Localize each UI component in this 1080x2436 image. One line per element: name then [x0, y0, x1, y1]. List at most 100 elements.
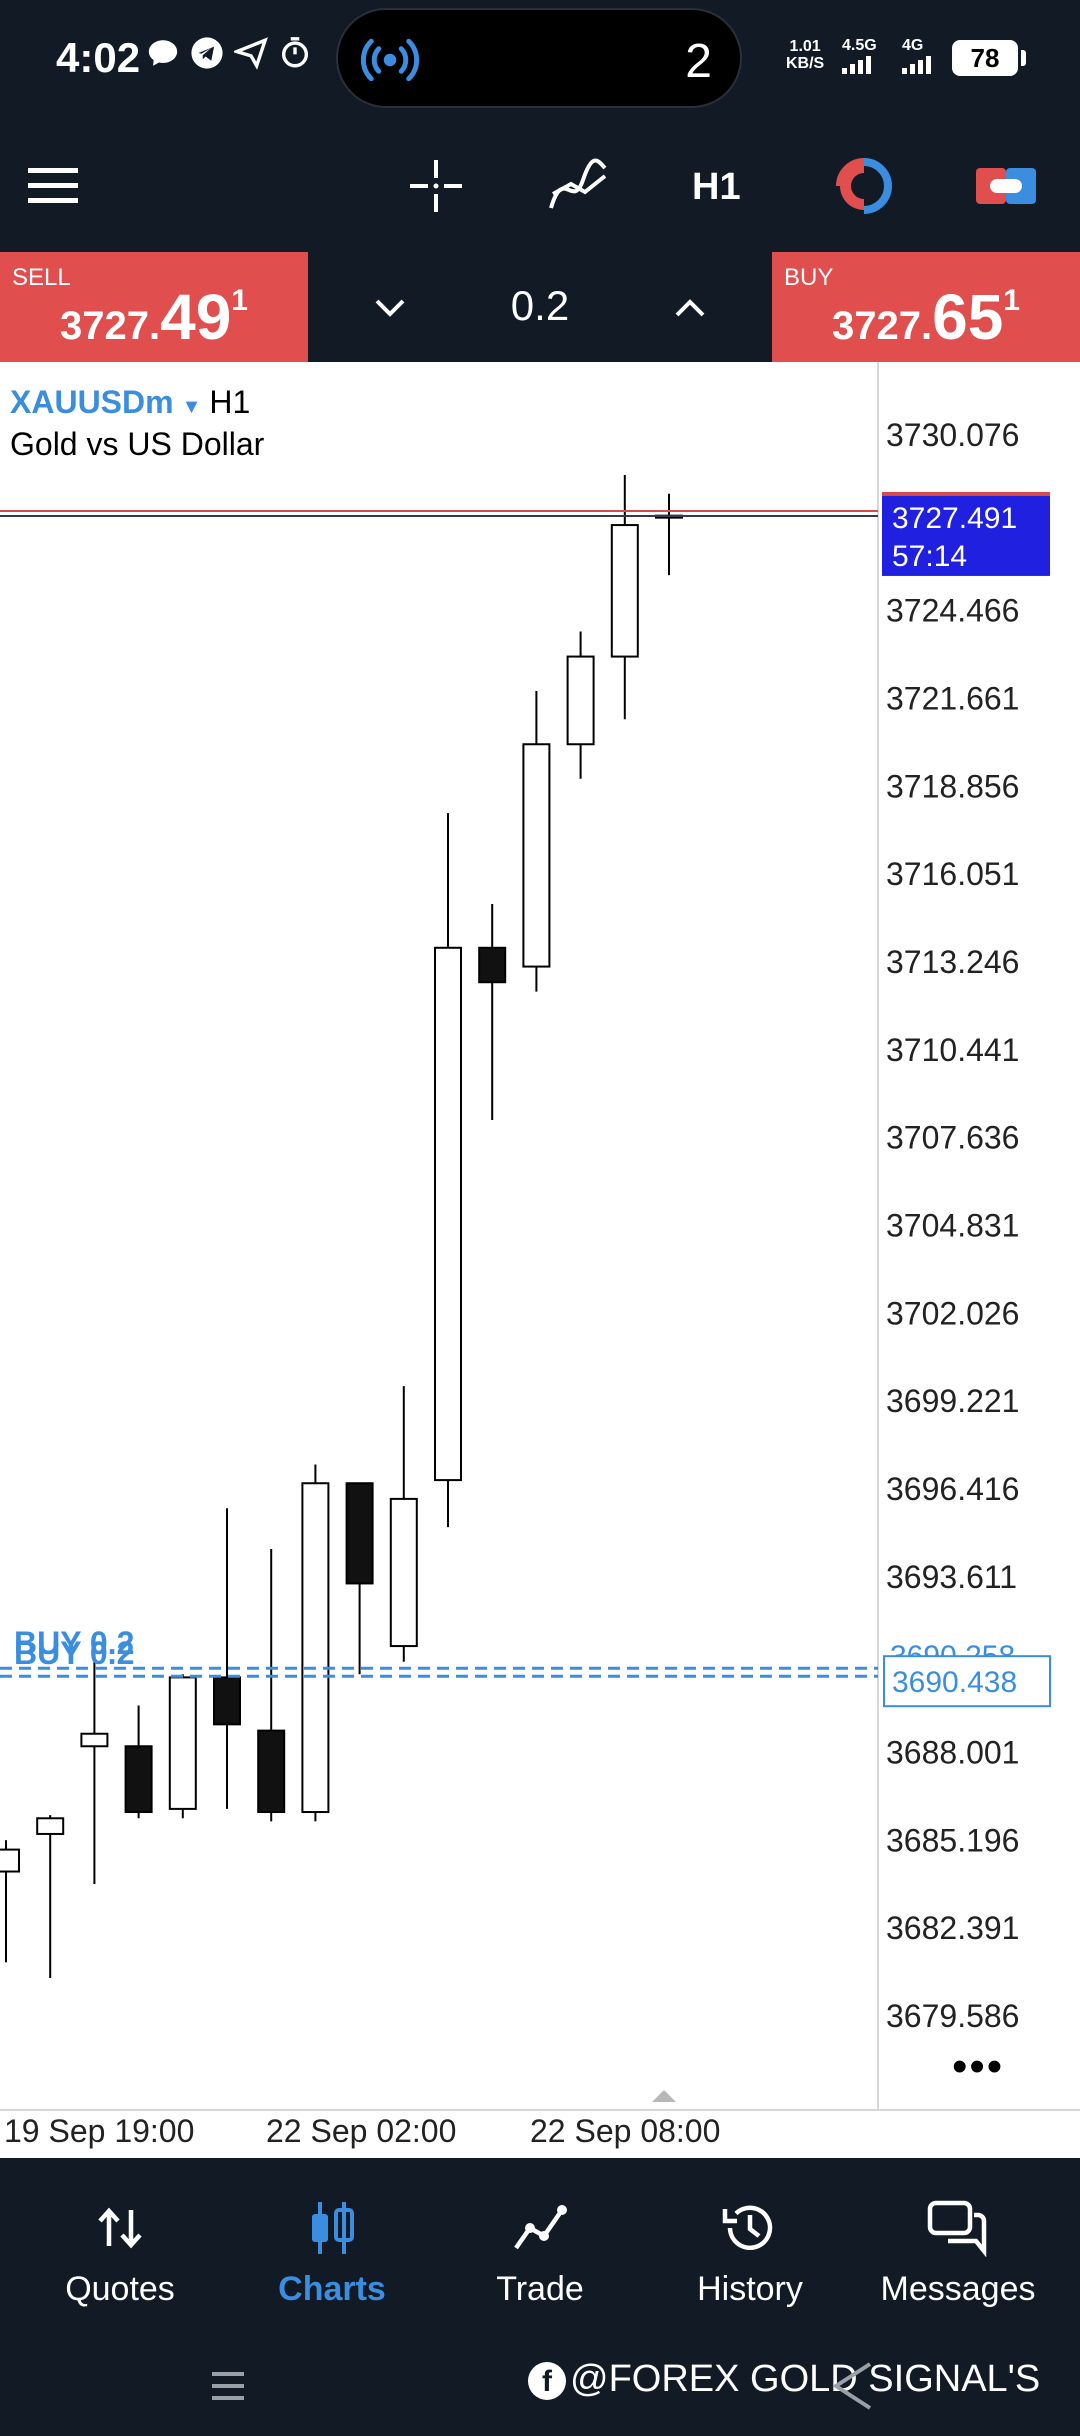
price-tick-label: 3679.586: [886, 1998, 1019, 2034]
chevron-down-icon: [375, 299, 405, 317]
one-click-trading-icon[interactable]: [828, 150, 900, 222]
ask-marker: [882, 491, 1050, 496]
bottom-navigation: Quotes Charts Trade History Messages: [0, 2158, 1080, 2338]
trade-icon: [514, 2205, 567, 2250]
nav-quotes-label: Quotes: [65, 2270, 175, 2308]
position-price-value: 3690.438: [892, 1666, 1017, 1699]
crosshair-icon[interactable]: [400, 150, 472, 222]
candle-bullish: [566, 655, 595, 746]
current-price-label-bg: [882, 493, 1050, 576]
signal-1: 4.5G: [842, 38, 880, 78]
sell-label: SELL: [12, 264, 71, 291]
sell-price-sup: 1: [231, 284, 248, 317]
price-tick-label: 3696.416: [886, 1471, 1019, 1507]
candle-bearish: [345, 1482, 374, 1585]
scroll-handle: [652, 2090, 676, 2102]
net-speed-unit: KB/S: [786, 55, 825, 72]
price-tick-label: 3721.661: [886, 681, 1019, 717]
nav-history-label: History: [697, 2270, 803, 2308]
candle-bearish: [478, 946, 507, 984]
candle-bullish: [80, 1732, 109, 1748]
battery-indicator: 78: [952, 40, 1026, 76]
status-bar: 4:02 2 1.01 KB/S 4.5G 4G 78: [0, 0, 1080, 120]
chat-bubble-icon: [148, 40, 178, 66]
nav-charts[interactable]: Charts: [232, 2198, 432, 2309]
time-tick-label: 22 Sep 02:00: [266, 2113, 456, 2149]
network-speed: 1.01 KB/S: [786, 38, 824, 72]
bar-countdown: 57:14: [892, 540, 967, 573]
telegram-icon: [191, 37, 223, 69]
symbol-dropdown-icon[interactable]: ▼: [181, 396, 202, 418]
dynamic-island[interactable]: 2: [336, 8, 742, 108]
current-price-value: 3727.491: [892, 502, 1017, 535]
candle-bullish: [610, 524, 639, 658]
more-options-icon[interactable]: •••: [952, 2042, 1005, 2091]
buy-price-sup: 1: [1003, 284, 1020, 317]
status-time: 4:02: [56, 34, 141, 81]
candle-bullish: [522, 743, 551, 968]
menu-icon[interactable]: [18, 150, 90, 222]
candle-bearish: [213, 1676, 241, 1726]
trade-panel-toggle-icon[interactable]: [970, 150, 1042, 222]
back-icon[interactable]: [830, 2360, 876, 2412]
sell-price-big: 49: [160, 281, 232, 353]
symbol-timeframe: H1: [209, 384, 251, 420]
system-navigation-bar: f @FOREX GOLD SIGNAL'S: [0, 2338, 1080, 2436]
price-tick-label: 3688.001: [886, 1735, 1019, 1771]
quotes-icon: [98, 2207, 142, 2249]
indicators-icon[interactable]: [542, 150, 614, 222]
broadcast-icon: [360, 38, 420, 82]
sell-price-main: 3727.: [60, 304, 161, 348]
time-tick-label: 19 Sep 19:00: [4, 2113, 194, 2149]
symbol-description: Gold vs US Dollar: [10, 426, 265, 462]
sell-price: 3727.491: [60, 280, 248, 354]
candle-bearish: [257, 1729, 286, 1814]
nav-charts-label: Charts: [278, 2270, 386, 2308]
messages-icon: [927, 2200, 987, 2257]
symbol-header[interactable]: XAUUSDm ▼ H1: [10, 384, 250, 421]
position-label: BUY 0.2: [14, 1635, 134, 1671]
nav-quotes[interactable]: Quotes: [20, 2198, 220, 2309]
sell-button[interactable]: SELL 3727.491: [0, 252, 308, 362]
symbol-name[interactable]: XAUUSDm: [10, 384, 174, 420]
time-tick-label: 22 Sep 08:00: [530, 2113, 720, 2149]
price-tick-label: 3704.831: [886, 1208, 1019, 1244]
island-count: 2: [685, 35, 712, 88]
price-tick-label: 3699.221: [886, 1383, 1019, 1419]
lot-size-input[interactable]: 0.2: [510, 282, 570, 329]
nav-messages[interactable]: Messages: [858, 2198, 1058, 2309]
signal-2: 4G: [902, 38, 940, 78]
price-tick-label: 3707.636: [886, 1120, 1019, 1156]
buy-button[interactable]: BUY 3727.651: [772, 252, 1080, 362]
timeframe-selector[interactable]: H1: [692, 166, 741, 208]
price-tick-label: 3713.246: [886, 944, 1019, 980]
price-tick-label: 3716.051: [886, 856, 1019, 892]
watermark: f @FOREX GOLD SIGNAL'S: [528, 2358, 1040, 2401]
history-icon: [722, 2205, 773, 2250]
chevron-up-icon: [675, 299, 705, 317]
lot-decrease-button[interactable]: [360, 278, 420, 338]
candle-bullish: [168, 1676, 197, 1810]
lot-increase-button[interactable]: [660, 278, 720, 338]
signal-bars-icon: [902, 56, 931, 74]
chart-toolbar: H1: [0, 120, 1080, 252]
nav-trade[interactable]: Trade: [440, 2198, 640, 2309]
price-tick-label: 3710.441: [886, 1032, 1019, 1068]
facebook-icon: f: [528, 2362, 566, 2400]
nav-history[interactable]: History: [650, 2198, 850, 2309]
signal-bars-icon: [842, 56, 871, 74]
candle-bullish: [301, 1482, 330, 1814]
candle-bullish: [0, 1848, 20, 1873]
charts-icon: [312, 2202, 354, 2254]
timer-icon: [281, 37, 309, 68]
buy-label: BUY: [784, 264, 834, 291]
candle-bearish: [124, 1745, 153, 1814]
recent-apps-icon[interactable]: [210, 2368, 246, 2404]
buy-price-main: 3727.: [832, 304, 933, 348]
price-tick-label: 3702.026: [886, 1295, 1019, 1331]
price-tick-label: 3718.856: [886, 768, 1019, 804]
nav-trade-label: Trade: [496, 2270, 584, 2308]
watermark-text: @FOREX GOLD SIGNAL'S: [570, 2358, 1041, 2400]
